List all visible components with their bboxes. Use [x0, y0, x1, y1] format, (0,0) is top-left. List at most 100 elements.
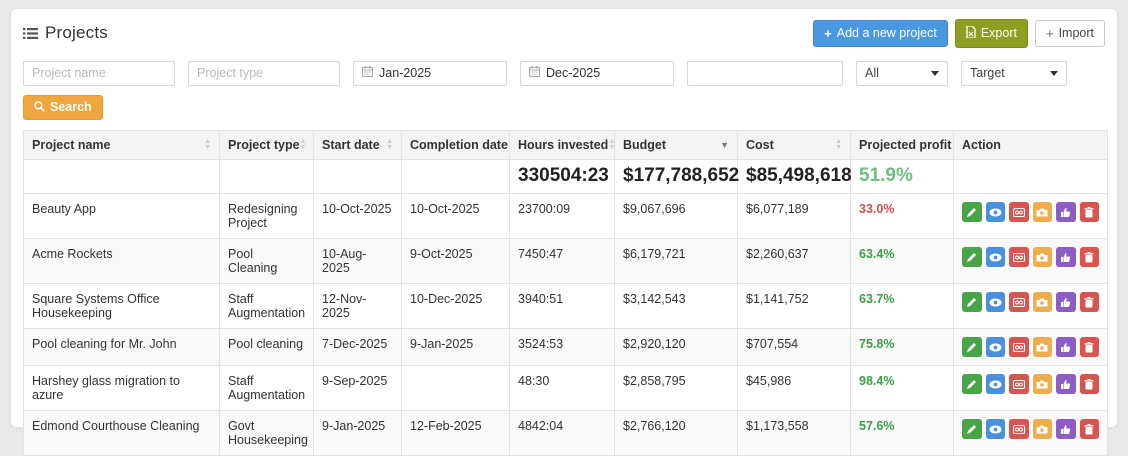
type-dropdown[interactable]: All — [856, 60, 948, 86]
view-eye-icon[interactable] — [985, 247, 1005, 267]
camera-icon[interactable] — [1032, 202, 1052, 222]
action-buttons — [962, 247, 1099, 267]
end-month-value: Dec-2025 — [546, 66, 601, 80]
camera-icon[interactable] — [1032, 419, 1052, 439]
summary-row: 330504:23 $177,788,652 $85,498,618 51.9% — [23, 159, 1108, 194]
column-header-start-date[interactable]: Start date — [313, 130, 402, 160]
cell-cost: $6,077,189 — [737, 193, 851, 239]
search-button[interactable]: Search — [23, 94, 103, 120]
filter-bar: Jan-2025 Dec-2025 All Target — [23, 60, 1105, 86]
end-month-picker[interactable]: Dec-2025 — [520, 60, 674, 86]
edit-pencil-icon[interactable] — [962, 374, 982, 394]
trash-icon[interactable] — [1079, 247, 1099, 267]
cell-start-date: 12-Nov-2025 — [313, 283, 402, 329]
column-header-budget[interactable]: Budget — [614, 130, 738, 160]
cell-profit: 98.4% — [850, 365, 954, 411]
cell-cost: $45,986 — [737, 365, 851, 411]
thumbs-up-icon[interactable] — [1056, 337, 1076, 357]
id-card-icon[interactable] — [1009, 337, 1029, 357]
project-type-filter-input[interactable] — [188, 60, 340, 86]
cell-cost: $1,141,752 — [737, 283, 851, 329]
camera-icon[interactable] — [1032, 374, 1052, 394]
target-dropdown[interactable]: Target — [961, 60, 1067, 86]
edit-pencil-icon[interactable] — [962, 337, 982, 357]
total-budget: $177,788,652 — [614, 159, 739, 194]
sort-icon — [300, 139, 307, 150]
cell-cost: $2,260,637 — [737, 238, 851, 284]
extra-filter-input[interactable] — [687, 60, 843, 86]
cell-project-name: Beauty App — [23, 193, 220, 239]
cell-completion-date: 12-Feb-2025 — [401, 410, 510, 456]
cell-completion-date: 10-Dec-2025 — [401, 283, 510, 329]
camera-icon[interactable] — [1032, 337, 1052, 357]
project-name-filter-input[interactable] — [23, 60, 175, 86]
edit-pencil-icon[interactable] — [962, 419, 982, 439]
sort-icon — [204, 139, 211, 150]
id-card-icon[interactable] — [1009, 419, 1029, 439]
trash-icon[interactable] — [1079, 202, 1099, 222]
column-header-cost[interactable]: Cost — [737, 130, 851, 160]
cell-start-date: 9-Jan-2025 — [313, 410, 402, 456]
projects-table: Project name Project type Start date Com… — [23, 130, 1108, 456]
view-eye-icon[interactable] — [985, 337, 1005, 357]
cell-project-name: Square Systems Office Housekeeping — [23, 283, 220, 329]
trash-icon[interactable] — [1079, 419, 1099, 439]
cell-budget: $9,067,696 — [614, 193, 738, 239]
column-header-hours-invested[interactable]: Hours invested — [509, 130, 615, 160]
column-header-projected-profit[interactable]: Projected profit — [850, 130, 954, 160]
view-eye-icon[interactable] — [985, 292, 1005, 312]
cell-completion-date: 9-Jan-2025 — [401, 328, 510, 366]
view-eye-icon[interactable] — [985, 202, 1005, 222]
camera-icon[interactable] — [1032, 292, 1052, 312]
cell-hours: 4842:04 — [509, 410, 615, 456]
thumbs-up-icon[interactable] — [1056, 247, 1076, 267]
cell-cost: $1,173,558 — [737, 410, 851, 456]
cell-hours: 3524:53 — [509, 328, 615, 366]
id-card-icon[interactable] — [1009, 292, 1029, 312]
thumbs-up-icon[interactable] — [1056, 374, 1076, 394]
column-header-action: Action — [953, 130, 1108, 160]
view-eye-icon[interactable] — [985, 419, 1005, 439]
total-profit: 51.9% — [850, 159, 954, 194]
trash-icon[interactable] — [1079, 292, 1099, 312]
sort-icon — [835, 139, 842, 150]
chevron-down-icon — [931, 70, 939, 76]
table-row: Square Systems Office Housekeeping Staff… — [23, 283, 1108, 329]
cell-profit: 63.4% — [850, 238, 954, 284]
cell-project-type: Staff Augmentation — [219, 365, 314, 411]
cell-project-type: Pool cleaning — [219, 328, 314, 366]
thumbs-up-icon[interactable] — [1056, 202, 1076, 222]
start-month-picker[interactable]: Jan-2025 — [353, 60, 507, 86]
view-eye-icon[interactable] — [985, 374, 1005, 394]
cell-completion-date — [401, 365, 510, 411]
column-header-project-name[interactable]: Project name — [23, 130, 220, 160]
import-button[interactable]: Import — [1034, 19, 1105, 47]
id-card-icon[interactable] — [1009, 247, 1029, 267]
thumbs-up-icon[interactable] — [1056, 292, 1076, 312]
edit-pencil-icon[interactable] — [962, 247, 982, 267]
cell-cost: $707,554 — [737, 328, 851, 366]
table-row: Acme Rockets Pool Cleaning 10-Aug-2025 9… — [23, 238, 1108, 284]
calendar-icon — [529, 66, 540, 80]
cell-budget: $2,858,795 — [614, 365, 738, 411]
cell-budget: $2,766,120 — [614, 410, 738, 456]
cell-project-name: Edmond Courthouse Cleaning — [23, 410, 220, 456]
cell-profit: 63.7% — [850, 283, 954, 329]
add-new-project-button[interactable]: Add a new project — [813, 19, 948, 47]
trash-icon[interactable] — [1079, 337, 1099, 357]
action-buttons — [962, 337, 1099, 357]
id-card-icon[interactable] — [1009, 374, 1029, 394]
export-button[interactable]: Export — [954, 19, 1028, 48]
cell-hours: 7450:47 — [509, 238, 615, 284]
column-header-project-type[interactable]: Project type — [219, 130, 314, 160]
camera-icon[interactable] — [1032, 247, 1052, 267]
id-card-icon[interactable] — [1009, 202, 1029, 222]
column-header-completion-date[interactable]: Completion date — [401, 130, 510, 160]
trash-icon[interactable] — [1079, 374, 1099, 394]
cell-start-date: 7-Dec-2025 — [313, 328, 402, 366]
cell-completion-date: 10-Oct-2025 — [401, 193, 510, 239]
edit-pencil-icon[interactable] — [962, 202, 982, 222]
title-bar: Projects Add a new project Export Import — [23, 19, 1105, 48]
edit-pencil-icon[interactable] — [962, 292, 982, 312]
thumbs-up-icon[interactable] — [1056, 419, 1076, 439]
